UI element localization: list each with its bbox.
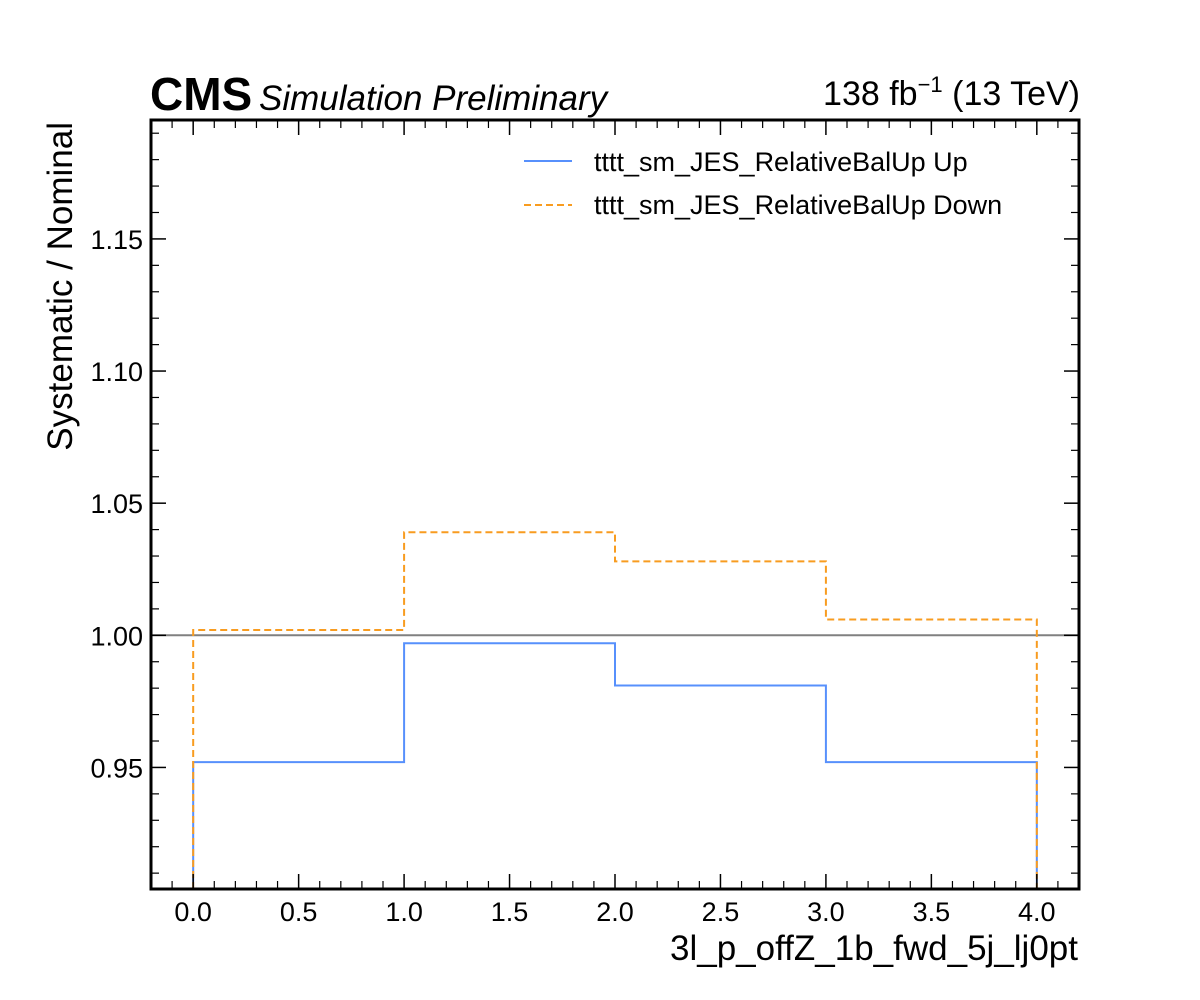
x-tick-label: 3.0 xyxy=(807,897,845,927)
y-tick-label: 1.00 xyxy=(90,621,143,651)
legend-label-down: tttt_sm_JES_RelativeBalUp Down xyxy=(594,190,1002,220)
lumi-label: 138 fb−1 (13 TeV) xyxy=(823,72,1080,113)
lumi-energy: (13 TeV) xyxy=(943,75,1080,113)
legend: tttt_sm_JES_RelativeBalUp Up tttt_sm_JES… xyxy=(524,147,1002,220)
x-tick-label: 2.0 xyxy=(596,897,634,927)
x-tick-label: 2.5 xyxy=(702,897,740,927)
x-tick-label: 0.5 xyxy=(280,897,318,927)
y-axis-label: Systematic / Nominal xyxy=(41,122,80,451)
lumi-exponent: −1 xyxy=(918,72,943,97)
x-tick-label: 1.5 xyxy=(491,897,529,927)
experiment-label: CMS xyxy=(150,68,252,120)
lumi-value: 138 fb xyxy=(823,75,918,113)
series-line-down xyxy=(192,531,1038,889)
status-label: Simulation Preliminary xyxy=(259,79,610,118)
y-tick-label: 1.10 xyxy=(90,357,143,387)
y-tick-label: 0.95 xyxy=(90,753,143,783)
legend-label-up: tttt_sm_JES_RelativeBalUp Up xyxy=(594,147,968,177)
x-tick-label: 0.0 xyxy=(174,897,212,927)
x-tick-label: 1.0 xyxy=(385,897,423,927)
series-group xyxy=(192,531,1038,889)
x-tick-label: 3.5 xyxy=(913,897,951,927)
y-tick-label: 1.15 xyxy=(90,225,143,255)
ticks-group: 0.0 0.5 1.0 1.5 2.0 2.5 3.0 3.5 4.0 0.95 1.00 1.05 1… xyxy=(90,120,1079,927)
x-tick-label: 4.0 xyxy=(1018,897,1056,927)
y-tick-label: 1.05 xyxy=(90,489,143,519)
plot-frame xyxy=(149,118,1081,891)
x-axis-label: 3l_p_offZ_1b_fwd_5j_lj0pt xyxy=(670,929,1078,968)
series-line-up xyxy=(192,642,1038,889)
